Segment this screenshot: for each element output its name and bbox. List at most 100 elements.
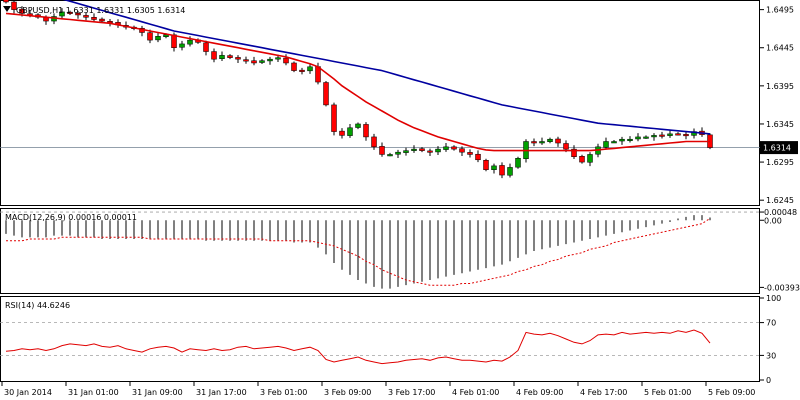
current-price-label: 1.6314 (763, 144, 791, 153)
candle (387, 152, 393, 157)
rsi-y-tick-label: 100 (766, 294, 781, 303)
candle (491, 163, 497, 174)
time-tick-label: 31 Jan 17:00 (196, 388, 247, 397)
price-panel-frame (0, 0, 760, 206)
candle (235, 55, 241, 63)
candle (515, 156, 521, 169)
candle (435, 146, 441, 155)
candle (683, 132, 689, 140)
price-y-tick-label: 1.6495 (766, 6, 794, 15)
candle (427, 148, 433, 156)
candle (11, 0, 17, 14)
rsi-line (5, 329, 711, 365)
time-tick-label: 3 Feb 17:00 (388, 388, 435, 397)
rsi-title: RSI(14) 44.6246 (5, 301, 70, 310)
candle (579, 154, 585, 164)
rsi-y-tick-label: 0 (766, 376, 771, 385)
dropdown-triangle-icon[interactable] (3, 6, 11, 12)
candle (179, 40, 185, 51)
rsi-y-tick-label: 70 (766, 319, 776, 328)
slow-ma-line (62, 0, 711, 135)
rsi-y-tick-label: 30 (766, 351, 776, 360)
candle (243, 56, 249, 64)
candle (203, 40, 209, 56)
candle (539, 137, 545, 145)
macd-signal-line (6, 217, 711, 286)
rsi-panel-frame (0, 296, 760, 382)
candle (483, 158, 489, 172)
candle (507, 163, 513, 178)
price-y-tick-label: 1.6395 (766, 82, 794, 91)
candle (251, 56, 257, 66)
candle (99, 17, 105, 23)
candle (3, 0, 9, 4)
candle (155, 32, 161, 43)
candle (291, 61, 297, 73)
candle (259, 59, 265, 65)
candle (571, 145, 577, 160)
candle (411, 145, 417, 153)
candle (459, 146, 465, 156)
price-y-tick-label: 1.6245 (766, 196, 794, 205)
candle (611, 139, 617, 144)
candle (403, 147, 409, 156)
candle (219, 51, 225, 61)
price-panel: 1.6495 1.6445 1.6395 1.6345 1.6295 1.6245 GBP… (0, 0, 798, 206)
price-chart-title: GBPUSD,H1 1.6331 1.6331 1.6305 1.6314 (16, 6, 185, 15)
time-tick-label: 31 Jan 01:00 (68, 388, 119, 397)
time-tick-label: 4 Feb 17:00 (580, 388, 627, 397)
price-y-axis: 1.6495 1.6445 1.6395 1.6345 1.6295 1.6245 (760, 6, 794, 205)
price-y-tick-label: 1.6295 (766, 158, 794, 167)
candle (635, 133, 641, 142)
candle (555, 136, 561, 147)
candle (379, 142, 385, 157)
candle (667, 130, 673, 138)
price-marks (0, 0, 760, 179)
candle (587, 152, 593, 167)
candle (227, 54, 233, 60)
candle (619, 136, 625, 145)
candle (331, 102, 337, 136)
macd-panel-frame (0, 208, 760, 294)
time-tick-label: 3 Feb 09:00 (324, 388, 371, 397)
candle (307, 63, 313, 74)
candle (363, 122, 369, 141)
candle (603, 137, 609, 150)
candle (499, 162, 505, 179)
candle (451, 145, 457, 151)
candle (75, 10, 81, 19)
candle (211, 48, 217, 63)
fast-ma-line (5, 12, 710, 152)
rsi-panel: 100 70 30 0 RSI(14) 44.6246 (0, 294, 781, 385)
candle (643, 135, 649, 139)
candle (347, 123, 353, 138)
candle (299, 67, 305, 75)
macd-marks (0, 211, 760, 289)
rsi-marks (0, 322, 760, 365)
macd-title: MACD(12,26,9) 0.00016 0.00011 (5, 213, 137, 222)
candle (651, 133, 657, 141)
candle (355, 122, 361, 130)
time-tick-label: 3 Feb 01:00 (260, 388, 307, 397)
candle (659, 131, 665, 139)
time-axis: 30 Jan 2014 31 Jan 01:00 31 Jan 09:00 31 Ja… (1, 382, 755, 397)
price-y-tick-label: 1.6345 (766, 120, 794, 129)
macd-y-tick-label: 0.00048 (764, 208, 797, 217)
candle (627, 136, 633, 143)
candle (395, 149, 401, 159)
candle (267, 56, 273, 65)
candle (91, 13, 97, 22)
time-tick-label: 4 Feb 09:00 (516, 388, 563, 397)
candle (371, 133, 377, 150)
candle (443, 143, 449, 152)
macd-y-tick-label: -0.00393 (764, 283, 800, 292)
current-price-tag: 1.6314 (760, 141, 798, 155)
time-tick-label: 4 Feb 01:00 (452, 388, 499, 397)
macd-y-tick-label: 0.00 (764, 216, 782, 225)
candle (547, 137, 553, 144)
price-y-tick-label: 1.6445 (766, 44, 794, 53)
candle (419, 147, 425, 153)
